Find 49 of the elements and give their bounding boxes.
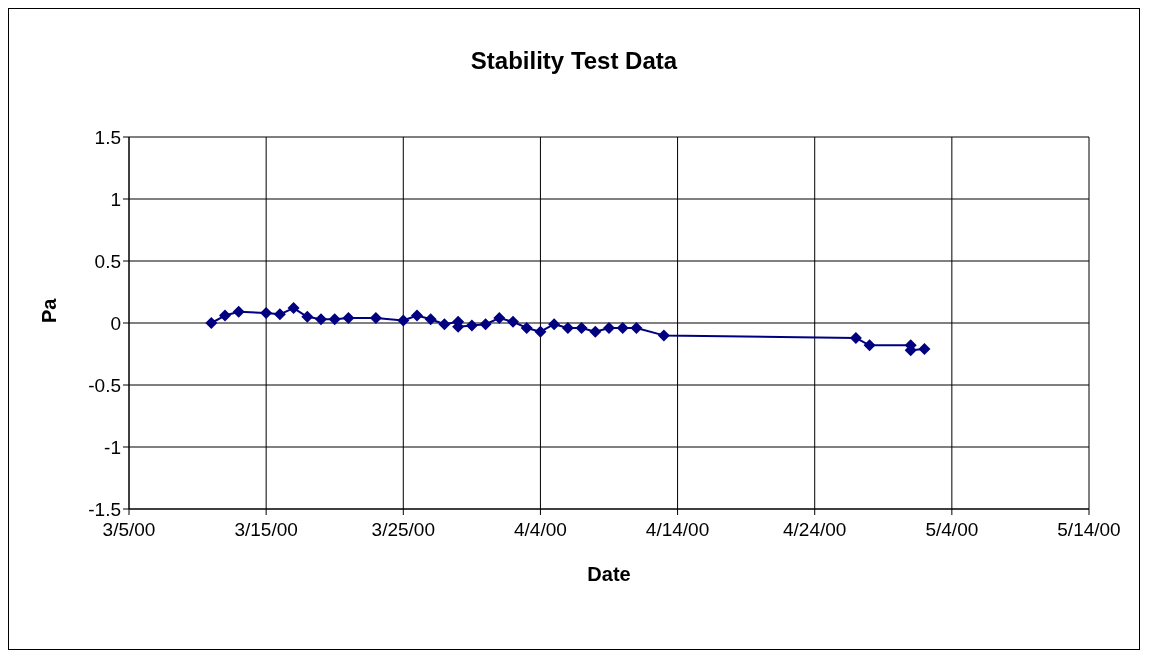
- point: [315, 313, 327, 326]
- point: [301, 310, 314, 323]
- point: [603, 321, 615, 334]
- x-tick-label: 4/14/00: [645, 519, 710, 541]
- point: [397, 314, 410, 327]
- y-tick-label: 0.5: [94, 250, 121, 272]
- point: [411, 309, 423, 322]
- x-tick-label: 4/24/00: [783, 519, 847, 541]
- point: [219, 309, 231, 322]
- point: [863, 339, 876, 352]
- point: [424, 313, 437, 326]
- point: [493, 312, 506, 325]
- point: [575, 321, 588, 334]
- point: [507, 315, 519, 328]
- x-tick-label: 5/4/00: [925, 519, 979, 541]
- point: [534, 325, 547, 338]
- x-tick-label: 3/5/00: [102, 519, 156, 541]
- x-tick-label: 4/4/00: [514, 519, 567, 541]
- point: [548, 318, 561, 331]
- point: [287, 302, 300, 315]
- x-tick-label: 3/15/00: [234, 519, 298, 541]
- point: [630, 321, 643, 334]
- point: [918, 343, 931, 356]
- point: [520, 321, 533, 334]
- y-tick-label: -1: [104, 436, 121, 458]
- x-axis-title: Date: [587, 563, 631, 585]
- x-tick-label: 3/25/00: [371, 519, 435, 541]
- point: [616, 321, 629, 334]
- point: [205, 317, 218, 329]
- point: [260, 307, 273, 320]
- point: [273, 308, 286, 321]
- point: [438, 318, 451, 331]
- point: [561, 321, 574, 334]
- y-tick-label: 0: [110, 312, 121, 334]
- y-tick-label: 1.5: [94, 126, 121, 148]
- point: [589, 325, 602, 338]
- y-axis-title: Pa: [38, 297, 61, 323]
- chart-title: Stability Test Data: [469, 47, 679, 75]
- point: [657, 329, 670, 342]
- point: [232, 305, 245, 318]
- y-tick-label: -1.5: [88, 498, 121, 520]
- y-tick-label: -0.5: [88, 374, 121, 396]
- point: [465, 319, 478, 332]
- point: [328, 313, 341, 326]
- point: [342, 312, 355, 325]
- x-tick-label: 5/14/00: [1057, 519, 1121, 541]
- point: [849, 331, 862, 344]
- point: [479, 318, 492, 331]
- y-tick-label: 1: [110, 188, 121, 210]
